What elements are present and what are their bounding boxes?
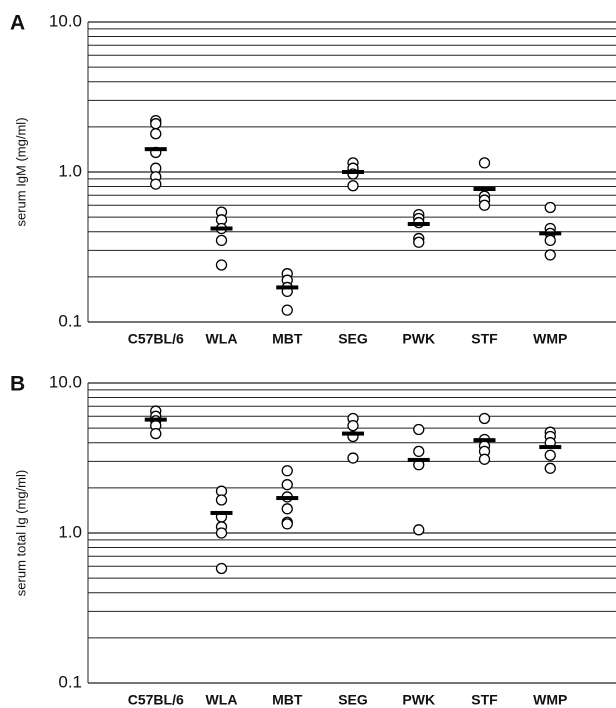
x-tick-label: C57BL/6 — [128, 692, 184, 708]
y-tick-label: 10.0 — [49, 11, 82, 30]
data-point — [413, 445, 425, 458]
mean-bar — [144, 147, 167, 152]
x-tick-label: STF — [471, 331, 498, 347]
data-point — [413, 236, 425, 248]
data-point — [281, 503, 293, 515]
data-point — [544, 449, 556, 461]
x-tick-label: C57BL/6 — [128, 331, 184, 347]
x-tick-label: SEG — [338, 692, 368, 708]
data-point — [215, 494, 228, 506]
x-tick-label: PWK — [402, 331, 435, 347]
data-point — [150, 128, 162, 140]
y-axis-label: serum IgM (mg/ml) — [13, 117, 28, 226]
y-tick-label: 0.1 — [58, 311, 82, 330]
data-point — [544, 201, 556, 214]
x-tick-label: WMP — [533, 331, 567, 347]
data-point — [478, 412, 491, 425]
data-point — [281, 518, 293, 530]
mean-bar — [407, 222, 430, 227]
mean-bar — [539, 445, 562, 450]
y-tick-label: 1.0 — [58, 161, 82, 180]
x-tick-label: MBT — [272, 692, 303, 708]
x-tick-label: WLA — [206, 331, 238, 347]
panel-label: B — [10, 373, 25, 396]
mean-bar — [407, 457, 430, 462]
x-tick-label: WMP — [533, 692, 567, 708]
data-point — [347, 419, 359, 432]
mean-bar — [210, 226, 233, 231]
mean-bar — [473, 438, 496, 443]
data-point — [150, 178, 162, 190]
mean-bar — [210, 510, 233, 515]
data-point — [281, 304, 293, 316]
panel-label: A — [10, 12, 25, 35]
x-tick-label: WLA — [206, 692, 238, 708]
data-point — [150, 118, 162, 130]
data-point — [478, 199, 491, 211]
data-point — [215, 562, 228, 575]
data-point — [150, 427, 162, 440]
mean-bar — [144, 417, 167, 422]
data-point — [215, 259, 228, 271]
x-tick-label: STF — [471, 692, 498, 708]
data-point — [544, 249, 556, 261]
x-tick-label: MBT — [272, 331, 303, 347]
mean-bar — [276, 285, 299, 290]
y-tick-label: 1.0 — [58, 522, 82, 541]
y-tick-label: 10.0 — [49, 372, 82, 391]
data-point — [281, 465, 293, 477]
data-point — [478, 453, 491, 465]
data-point — [215, 527, 228, 539]
mean-bar — [473, 187, 496, 192]
x-tick-label: SEG — [338, 331, 368, 347]
data-point — [281, 479, 293, 491]
mean-bar — [342, 170, 364, 174]
y-tick-label: 0.1 — [58, 672, 82, 691]
data-point — [347, 180, 359, 192]
data-point — [413, 524, 425, 536]
data-point — [347, 452, 359, 464]
x-tick-label: PWK — [402, 692, 435, 708]
y-axis-label: serum total Ig (mg/ml) — [13, 470, 28, 596]
data-point — [544, 462, 556, 474]
mean-bar — [342, 431, 364, 436]
data-point — [215, 234, 228, 247]
data-point — [544, 234, 556, 247]
data-point — [413, 423, 425, 436]
mean-bar — [276, 496, 299, 501]
mean-bar — [539, 231, 562, 236]
data-point — [478, 157, 491, 169]
